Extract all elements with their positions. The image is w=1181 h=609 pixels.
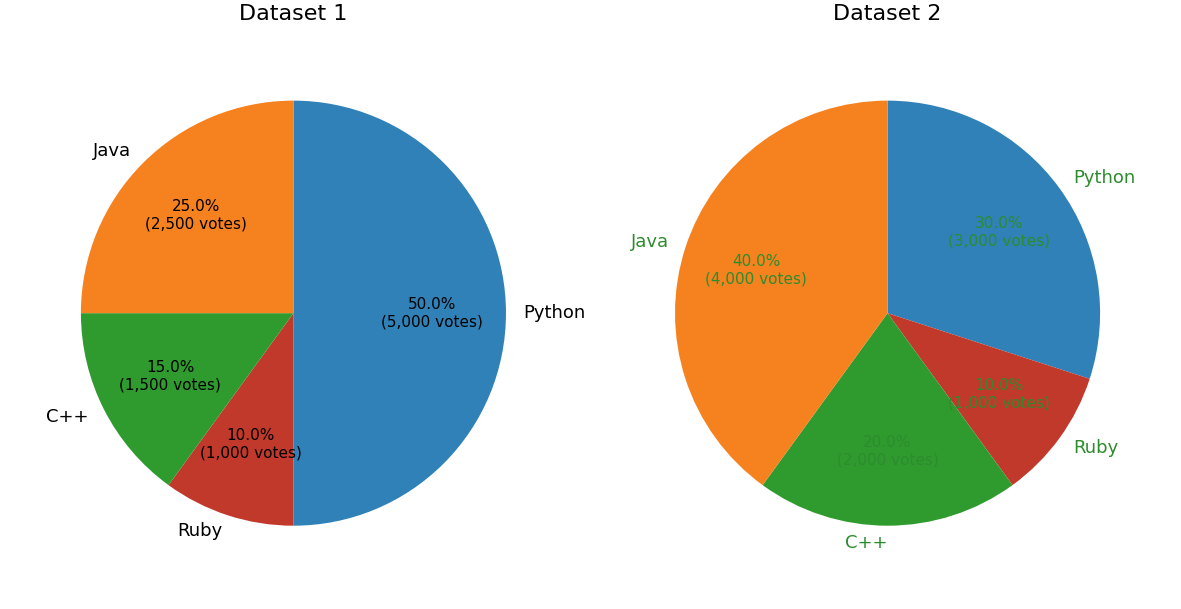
Text: C++: C++: [846, 533, 888, 552]
Text: 40.0%
(4,000 votes): 40.0% (4,000 votes): [705, 255, 807, 287]
Wedge shape: [81, 100, 293, 313]
Text: Ruby: Ruby: [177, 523, 222, 540]
Text: 10.0%
(1,000 votes): 10.0% (1,000 votes): [948, 378, 1050, 410]
Wedge shape: [763, 313, 1012, 526]
Wedge shape: [676, 100, 888, 485]
Text: 50.0%
(5,000 votes): 50.0% (5,000 votes): [380, 297, 483, 329]
Text: 15.0%
(1,500 votes): 15.0% (1,500 votes): [119, 360, 221, 392]
Title: Dataset 1: Dataset 1: [240, 4, 347, 24]
Text: Python: Python: [1074, 169, 1135, 187]
Wedge shape: [169, 313, 293, 526]
Text: Java: Java: [93, 142, 131, 160]
Text: 25.0%
(2,500 votes): 25.0% (2,500 votes): [145, 199, 247, 231]
Wedge shape: [888, 313, 1090, 485]
Wedge shape: [293, 100, 505, 526]
Text: Java: Java: [631, 233, 670, 252]
Text: 10.0%
(1,000 votes): 10.0% (1,000 votes): [200, 428, 301, 461]
Text: C++: C++: [46, 409, 89, 426]
Text: Python: Python: [523, 304, 586, 322]
Text: 30.0%
(3,000 votes): 30.0% (3,000 votes): [948, 216, 1050, 248]
Text: 20.0%
(2,000 votes): 20.0% (2,000 votes): [836, 435, 939, 468]
Title: Dataset 2: Dataset 2: [834, 4, 941, 24]
Text: Ruby: Ruby: [1074, 439, 1118, 457]
Wedge shape: [81, 313, 293, 485]
Wedge shape: [888, 100, 1100, 379]
